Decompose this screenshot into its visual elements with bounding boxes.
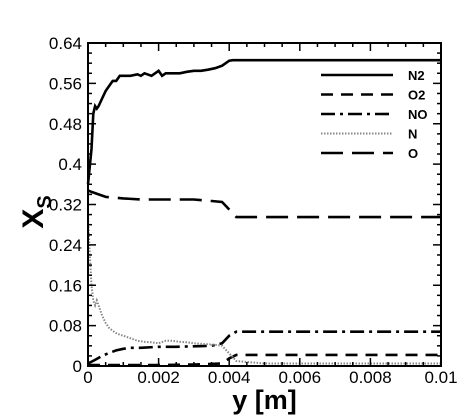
plot-frame xyxy=(87,42,442,367)
y-tick-label: 0.4 xyxy=(58,155,82,174)
y-tick-label: 0.32 xyxy=(49,196,82,215)
x-tick-label: 0.01 xyxy=(424,368,457,387)
series-line-n xyxy=(87,214,441,365)
y-tick-label: 0 xyxy=(73,357,82,376)
x-tick-label: 0 xyxy=(83,368,92,387)
y-axis-title: XS xyxy=(17,195,56,228)
series-layer xyxy=(86,58,441,367)
legend-label-o: O xyxy=(408,146,418,161)
legend-label-n: N xyxy=(408,127,417,142)
series-line-no xyxy=(87,330,441,365)
x-tick-label: 0.006 xyxy=(279,368,322,387)
ticks-layer: 0 0.002 0.004 0.006 0.008 0.01 0 0.08 0.16 0.24 0.… xyxy=(49,34,458,387)
x-tick-label: 0.008 xyxy=(349,368,392,387)
series-line-o xyxy=(87,189,441,219)
y-tick-label: 0.56 xyxy=(49,74,82,93)
y-tick-label: 0.24 xyxy=(49,236,82,255)
series-line-n2 xyxy=(86,58,441,185)
x-axis-title: y [m] xyxy=(232,385,297,415)
y-tick-label: 0.48 xyxy=(49,115,82,134)
legend-label-n2: N2 xyxy=(408,68,425,83)
y-axis-title-main: X xyxy=(17,209,50,229)
legend-label-no: NO xyxy=(408,107,428,122)
legend-label-o2: O2 xyxy=(408,88,425,103)
x-tick-label: 0.004 xyxy=(208,368,251,387)
x-tick-label: 0.002 xyxy=(137,368,180,387)
y-tick-label: 0.08 xyxy=(49,317,82,336)
y-tick-label: 0.64 xyxy=(49,34,82,53)
series-line-o2 xyxy=(88,353,441,367)
y-tick-label: 0.16 xyxy=(49,276,82,295)
legend: N2 O2 NO NO xyxy=(321,68,428,161)
y-axis-title-subscript: S xyxy=(34,195,56,208)
